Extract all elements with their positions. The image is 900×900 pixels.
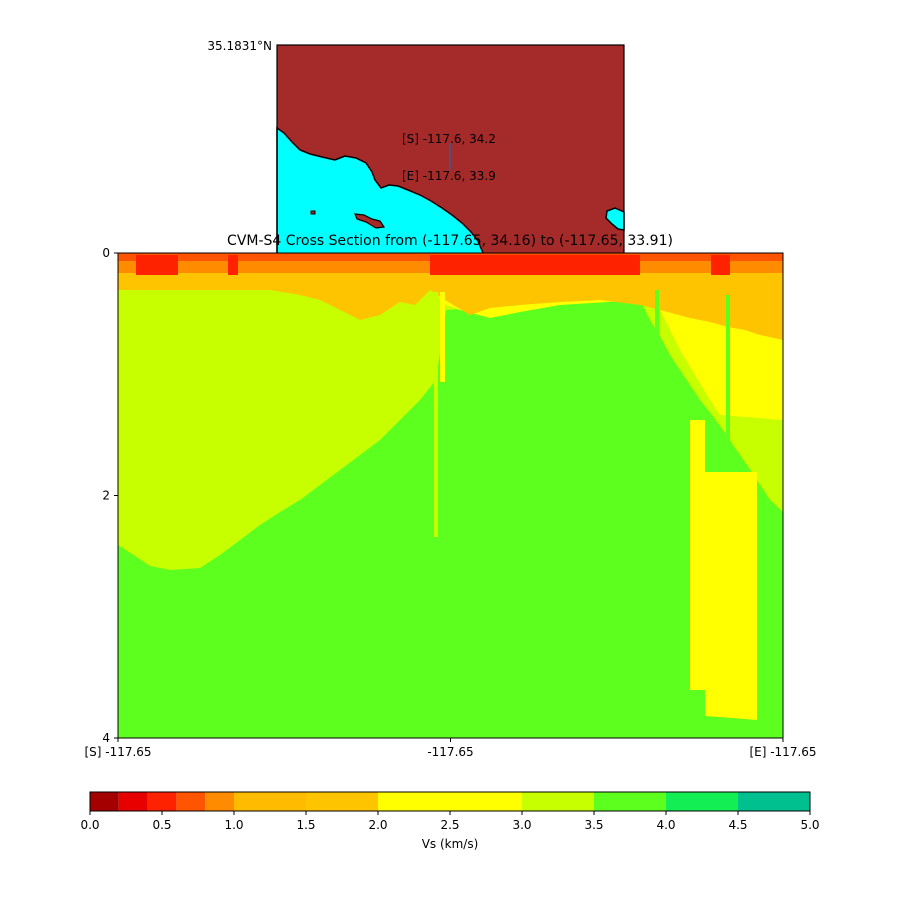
- y-tick-label: 2: [102, 489, 110, 503]
- colorbar-swatch: [738, 792, 810, 811]
- surface-patch-1: [136, 255, 178, 275]
- colorbar-tick-label: 1.0: [224, 818, 243, 832]
- colorbar-tick-label: 3.0: [512, 818, 531, 832]
- layer-upper: [118, 253, 783, 570]
- y-tick-label: 4: [102, 731, 110, 745]
- x-tick-label: [E] -117.65: [749, 745, 816, 759]
- map-island: [354, 213, 386, 229]
- colorbar-tick-label: 5.0: [800, 818, 819, 832]
- colorbar-tick-label: 3.5: [584, 818, 603, 832]
- spike-2: [440, 292, 445, 382]
- colorbar-tick-label: 4.5: [728, 818, 747, 832]
- cross-section-plot: CVM-S4 Cross Section from (-117.65, 34.1…: [84, 233, 816, 759]
- colorbar-tick-label: 1.5: [296, 818, 315, 832]
- colorbar-tick-label: 2.0: [368, 818, 387, 832]
- colorbar-ticks: 0.0 0.5 1.0 1.5 2.0 2.5 3.0 3.5 4.0 4.5 5.0: [80, 811, 820, 832]
- colorbar-tick-label: 0.0: [80, 818, 99, 832]
- cross-section-image: [118, 253, 783, 738]
- colorbar-tick-label: 4.0: [656, 818, 675, 832]
- spike-4: [726, 295, 730, 445]
- colorbar: 0.0 0.5 1.0 1.5 2.0 2.5 3.0 3.5 4.0 4.5 5.0 Vs (km…: [80, 791, 820, 851]
- colorbar-label: Vs (km/s): [422, 837, 479, 851]
- chart-title: CVM-S4 Cross Section from (-117.65, 34.1…: [227, 233, 673, 249]
- surface-patch-3: [430, 255, 640, 275]
- spike-1: [434, 292, 438, 537]
- map-start-label: [S] -117.6, 34.2: [402, 132, 496, 146]
- colorbar-swatch: [594, 792, 666, 811]
- sediment-block: [690, 420, 757, 720]
- colorbar-tick-label: 2.5: [440, 818, 459, 832]
- spike-3: [655, 290, 659, 355]
- map-islet: [310, 210, 316, 215]
- x-tick-label: -117.65: [427, 745, 473, 759]
- colorbar-swatches: [90, 792, 810, 811]
- colorbar-swatch: [234, 792, 306, 811]
- colorbar-swatch: [522, 792, 594, 811]
- colorbar-swatch: [147, 792, 177, 811]
- axis-ticks: 0 2 4[S] -117.65 -117.65 [E] -117.65: [84, 246, 816, 759]
- map-ocean: [276, 126, 484, 256]
- map-end-label: [E] -117.6, 33.9: [402, 169, 496, 183]
- colorbar-swatch: [90, 792, 119, 811]
- surface-patch-4: [711, 255, 730, 275]
- colorbar-swatch: [205, 792, 234, 811]
- surface-patch-2: [228, 255, 238, 275]
- colorbar-swatch: [450, 792, 522, 811]
- map-ocean-right: [605, 207, 625, 231]
- colorbar-swatch: [176, 792, 206, 811]
- y-tick-label: 0: [102, 246, 110, 260]
- colorbar-swatch: [666, 792, 738, 811]
- colorbar-swatch: [306, 792, 378, 811]
- map-corner-label: 35.1831°N: [207, 39, 272, 53]
- colorbar-swatch: [378, 792, 450, 811]
- colorbar-tick-label: 0.5: [152, 818, 171, 832]
- location-map: 35.1831°N [S] -117.6, 34.2 [E] -117.6, 3…: [207, 39, 625, 256]
- x-tick-label: [S] -117.65: [84, 745, 151, 759]
- colorbar-swatch: [118, 792, 148, 811]
